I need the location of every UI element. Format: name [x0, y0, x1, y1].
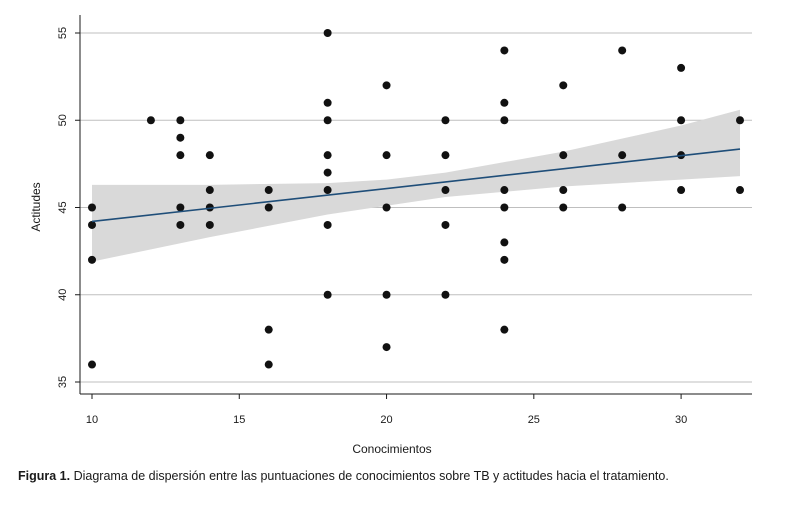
data-point: [176, 220, 185, 229]
caption-text: Diagrama de dispersión entre las puntuac…: [73, 469, 669, 483]
axes: [79, 15, 752, 395]
x-tick-label: 10: [86, 414, 98, 426]
data-point: [323, 98, 332, 107]
data-point: [205, 151, 214, 160]
data-points: [88, 29, 744, 369]
data-point: [441, 151, 450, 160]
data-point: [500, 186, 509, 195]
data-point: [677, 186, 686, 195]
data-point: [500, 238, 509, 247]
data-point: [500, 46, 509, 55]
data-point: [264, 203, 273, 212]
data-point: [205, 220, 214, 229]
data-point: [618, 151, 627, 160]
data-point: [205, 186, 214, 195]
data-point: [559, 151, 568, 160]
data-point: [323, 151, 332, 160]
data-point: [559, 81, 568, 90]
data-point: [500, 116, 509, 125]
data-point: [323, 168, 332, 177]
data-point: [500, 98, 509, 107]
data-point: [323, 116, 332, 125]
data-point: [677, 63, 686, 72]
data-point: [559, 186, 568, 195]
data-point: [264, 325, 273, 334]
data-point: [264, 186, 273, 195]
y-tick-label: 45: [57, 201, 69, 213]
x-ticks: 10 15 20 25 30: [86, 394, 687, 426]
data-point: [441, 220, 450, 229]
data-point: [736, 186, 744, 195]
data-point: [88, 360, 96, 369]
data-point: [323, 186, 332, 195]
data-point: [618, 203, 627, 212]
data-point: [88, 203, 96, 212]
data-point: [88, 220, 96, 229]
data-point: [264, 360, 273, 369]
fit-line: [91, 148, 741, 223]
data-point: [382, 203, 391, 212]
data-point: [500, 325, 509, 334]
data-point: [88, 255, 96, 264]
y-tick-label: 40: [57, 289, 69, 301]
x-tick-label: 25: [528, 414, 540, 426]
data-point: [146, 116, 155, 125]
y-tick-label: 55: [57, 27, 69, 39]
data-point: [618, 46, 627, 55]
y-axis-label: Actitudes: [29, 182, 43, 231]
x-axis-label: Conocimientos: [352, 442, 431, 456]
x-tick-label: 30: [675, 414, 687, 426]
x-tick-label: 20: [380, 414, 392, 426]
data-point: [176, 133, 185, 142]
data-point: [176, 151, 185, 160]
data-point: [382, 151, 391, 160]
data-point: [677, 116, 686, 125]
data-point: [323, 220, 332, 229]
y-ticks: 35 40 45 50 55: [57, 27, 80, 388]
caption-label: Figura 1.: [18, 469, 71, 483]
scatter-chart: 10 15 20 25 30 35 40 45 50 55 Conocimientos Acti…: [29, 15, 752, 456]
figure-caption: Figura 1. Diagrama de dispersión entre l…: [18, 468, 790, 485]
data-point: [323, 29, 332, 37]
data-point: [441, 186, 450, 195]
y-tick-label: 50: [57, 114, 69, 126]
x-tick-label: 15: [233, 414, 245, 426]
data-point: [500, 203, 509, 212]
data-point: [176, 203, 185, 212]
data-point: [323, 290, 332, 299]
data-point: [382, 290, 391, 299]
y-tick-label: 35: [57, 376, 69, 388]
data-point: [500, 255, 509, 264]
data-point: [736, 116, 744, 125]
data-point: [441, 116, 450, 125]
data-point: [176, 116, 185, 125]
data-point: [382, 81, 391, 90]
data-point: [382, 343, 391, 352]
data-point: [559, 203, 568, 212]
data-point: [441, 290, 450, 299]
